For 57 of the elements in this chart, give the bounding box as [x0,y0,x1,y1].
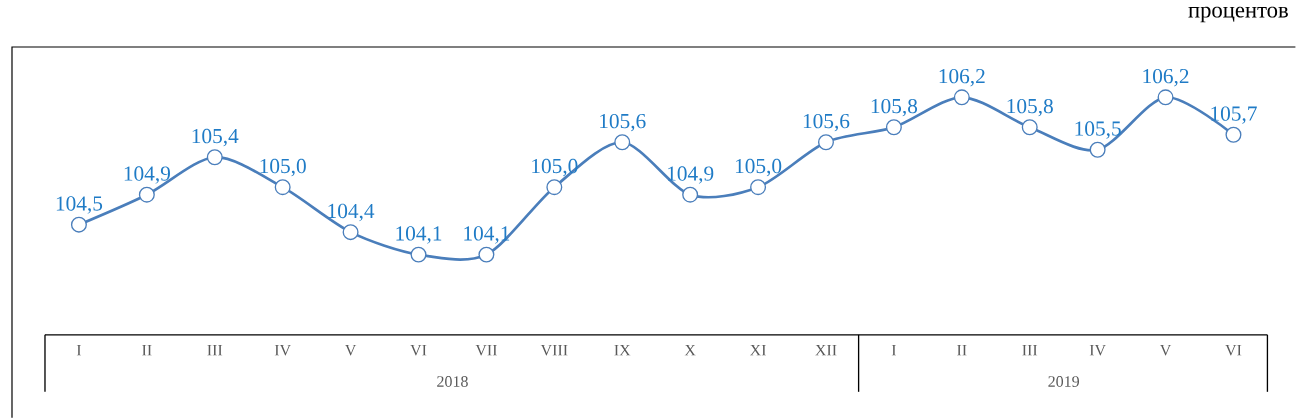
x-tick-label: IX [614,344,631,356]
point [410,246,427,263]
text: 2018 [437,375,468,387]
point [274,179,291,195]
data-label: 104,1 [464,226,510,244]
data-label: 105,7 [1211,106,1257,124]
x-tick-label: XII [815,344,837,356]
data-label: 105,0 [532,158,578,177]
x-tick-label: III [207,344,223,356]
data-label: 104,1 [396,226,442,244]
point [682,186,699,203]
data-label: 105,0 [260,158,306,177]
point [614,134,631,151]
x-tick-label: VIII [540,344,568,356]
data-label: 105,4 [192,128,239,147]
x-tick-label: III [1022,344,1038,356]
point [546,179,563,195]
x-tick-label: VII [475,344,497,356]
point [70,216,87,233]
data-label: 106,2 [1143,68,1189,87]
point [1089,141,1106,158]
x-tick-label: VI [1225,344,1242,356]
text: 2019 [1048,375,1080,387]
point [1157,89,1174,106]
point [750,179,767,195]
x-tick-label: XI [749,344,766,356]
data-label: 105,6 [803,113,850,132]
x-tick-label: IV [274,344,291,356]
point [953,89,970,106]
x-tick-label: IV [1089,344,1106,356]
point [206,149,223,166]
point [478,246,495,263]
point [885,119,902,136]
x-tick-label: II [142,344,152,356]
data-label: 106,2 [939,68,985,87]
point [342,223,359,240]
data-label: 104,9 [124,166,170,184]
data-label: 105,5 [1075,121,1121,139]
data-label: 104,9 [668,166,714,184]
point [1225,126,1242,143]
x-tick-label: I [76,344,82,356]
point [1021,119,1038,136]
text: процентов [1188,6,1288,23]
data-label: 104,4 [328,203,375,222]
x-tick-label: X [684,344,696,356]
data-label: 104,5 [56,196,103,214]
data-label: 105,8 [871,98,918,117]
point [817,134,834,151]
x-tick-label: II [957,344,967,356]
data-label: 105,0 [735,158,782,177]
x-tick-label: I [891,344,896,356]
x-tick-label: VI [410,344,427,356]
data-label: 105,6 [600,113,646,132]
x-tick-label: V [345,344,357,356]
data-label: 105,8 [1007,98,1053,117]
x-tick-label: V [1159,344,1172,356]
point [138,186,155,203]
